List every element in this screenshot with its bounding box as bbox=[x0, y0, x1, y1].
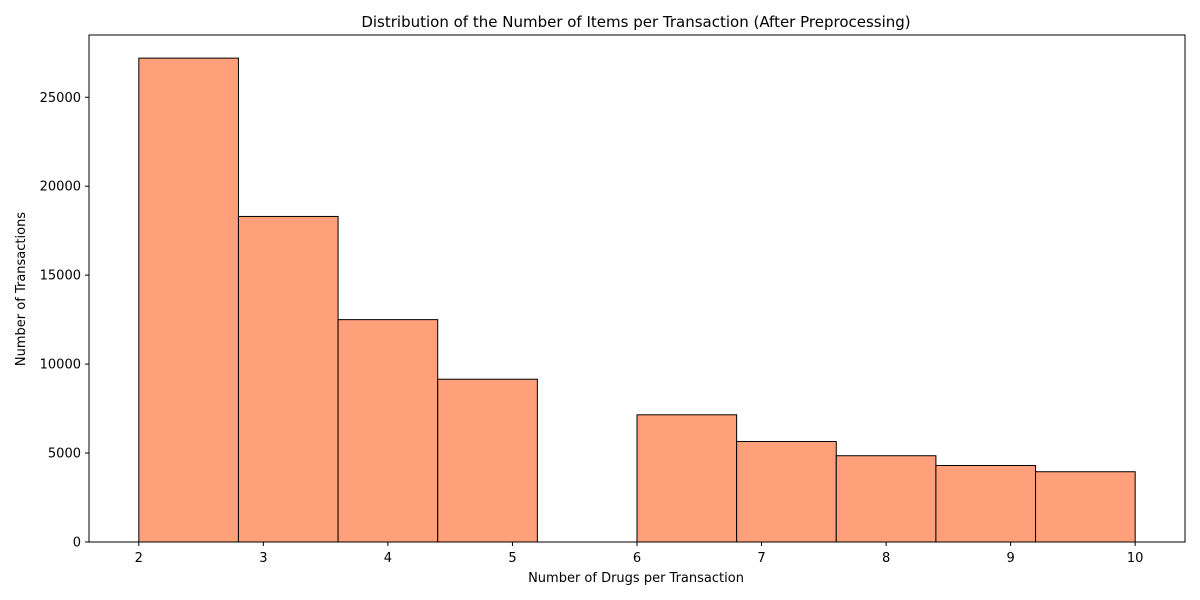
x-tick-label: 9 bbox=[1006, 551, 1014, 566]
histogram-bar bbox=[138, 57, 239, 543]
y-tick-label: 5000 bbox=[48, 447, 81, 462]
histogram-bar bbox=[337, 319, 439, 543]
chart-title: Distribution of the Number of Items per … bbox=[361, 13, 910, 31]
y-tick-label: 25000 bbox=[40, 91, 81, 106]
x-tick-label: 2 bbox=[135, 551, 143, 566]
histogram-bar bbox=[736, 440, 837, 543]
x-tick-label: 10 bbox=[1127, 551, 1144, 566]
y-axis-label: Number of Transactions bbox=[14, 212, 29, 366]
histogram-bar bbox=[1035, 471, 1136, 543]
y-axis-ticks: 0 5000 10000 15000 20000 25000 bbox=[40, 91, 89, 551]
x-tick-label: 7 bbox=[757, 551, 765, 566]
y-tick-label: 15000 bbox=[40, 269, 81, 284]
histogram-bar bbox=[935, 465, 1037, 543]
histogram-bar bbox=[636, 414, 738, 543]
x-axis-label: Number of Drugs per Transaction bbox=[528, 571, 744, 586]
x-tick-label: 4 bbox=[384, 551, 392, 566]
y-tick-label: 0 bbox=[73, 536, 81, 551]
x-tick-label: 3 bbox=[259, 551, 267, 566]
bars-group bbox=[138, 57, 1136, 543]
x-tick-label: 8 bbox=[882, 551, 890, 566]
x-tick-label: 5 bbox=[508, 551, 516, 566]
histogram-bar bbox=[437, 378, 538, 543]
y-tick-label: 10000 bbox=[40, 358, 81, 373]
y-tick-label: 20000 bbox=[40, 180, 81, 195]
histogram-bar bbox=[835, 455, 937, 543]
histogram-bar bbox=[237, 215, 339, 543]
x-axis-ticks: 2 3 4 5 6 7 8 9 10 bbox=[135, 542, 1144, 566]
x-tick-label: 6 bbox=[633, 551, 641, 566]
